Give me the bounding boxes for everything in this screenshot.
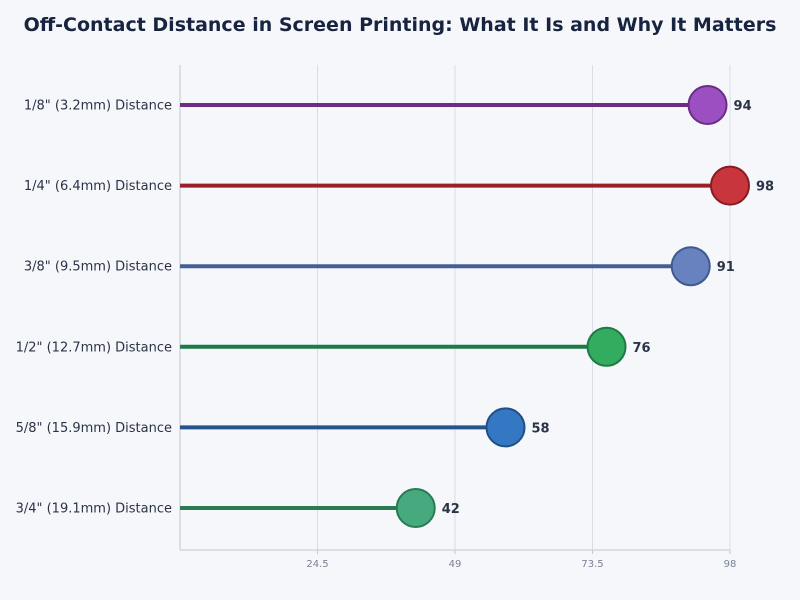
value-label: 42 [442, 502, 460, 517]
category-label: 1/4" (6.4mm) Distance [24, 179, 172, 194]
x-tick-label: 73.5 [581, 559, 603, 570]
lollipop-head [395, 488, 436, 528]
value-label: 76 [633, 341, 651, 356]
value-label: 98 [756, 180, 774, 195]
x-tick-label: 98 [724, 559, 737, 570]
category-label: 3/4" (19.1mm) Distance [16, 502, 172, 517]
category-label: 1/2" (12.7mm) Distance [16, 340, 172, 355]
x-tick-label: 24.5 [306, 559, 328, 570]
lollipop-head [687, 85, 728, 125]
lollipop-head [485, 407, 526, 448]
value-label: 91 [717, 260, 735, 275]
value-label: 58 [532, 421, 550, 436]
category-label: 3/8" (9.5mm) Distance [24, 260, 172, 275]
category-label: 5/8" (15.9mm) Distance [16, 421, 172, 436]
lollipop-head [710, 165, 750, 206]
lollipop-head [670, 246, 711, 287]
value-label: 94 [734, 99, 752, 114]
chart-title: Off-Contact Distance in Screen Printing:… [23, 14, 777, 36]
lollipop-head [586, 326, 627, 367]
category-label: 1/8" (3.2mm) Distance [24, 99, 172, 114]
x-tick-label: 49 [449, 559, 462, 570]
